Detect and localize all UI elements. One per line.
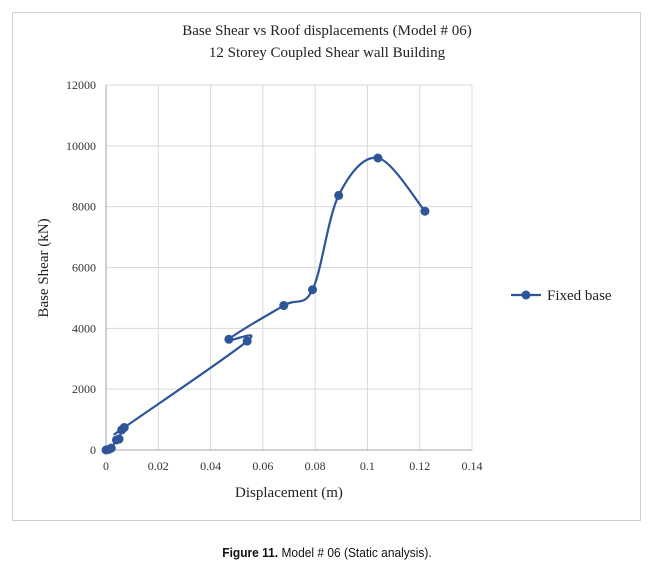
data-point bbox=[420, 206, 430, 216]
chart-subtitle: 12 Storey Coupled Shear wall Building bbox=[208, 45, 446, 61]
y-tick-label: 8000 bbox=[72, 200, 96, 214]
y-tick-labels: 0 2000 4000 6000 8000 10000 12000 bbox=[66, 78, 96, 457]
x-tick-label: 0.02 bbox=[148, 459, 169, 473]
caption-label: Figure 11. bbox=[222, 545, 279, 560]
x-tick-labels: 0 0.02 0.04 0.06 0.08 0.1 0.12 0.14 bbox=[103, 459, 483, 473]
data-point bbox=[224, 334, 234, 344]
chart-title: Base Shear vs Roof displacements (Model … bbox=[182, 23, 472, 39]
x-tick-label: 0.06 bbox=[252, 459, 273, 473]
x-axis-label: Displacement (m) bbox=[235, 485, 343, 501]
data-point bbox=[114, 434, 124, 444]
y-tick-label: 6000 bbox=[72, 261, 96, 275]
data-point bbox=[106, 443, 116, 453]
series-points bbox=[101, 153, 430, 455]
x-tick-label: 0.14 bbox=[462, 459, 483, 473]
x-tick-label: 0 bbox=[103, 459, 109, 473]
data-point bbox=[373, 153, 383, 163]
x-tick-label: 0.04 bbox=[200, 459, 221, 473]
data-point bbox=[242, 336, 252, 346]
data-point bbox=[119, 422, 129, 432]
series-line-fixed-base bbox=[105, 156, 426, 452]
y-tick-label: 4000 bbox=[72, 321, 96, 335]
figure-caption: Figure 11. Model # 06 (Static analysis). bbox=[26, 545, 628, 560]
legend: Fixed base bbox=[511, 288, 612, 304]
data-point bbox=[308, 285, 318, 295]
y-tick-label: 12000 bbox=[66, 78, 96, 92]
data-point bbox=[279, 301, 289, 311]
x-tick-label: 0.12 bbox=[409, 459, 430, 473]
legend-label: Fixed base bbox=[547, 288, 612, 304]
x-tick-label: 0.1 bbox=[360, 459, 375, 473]
x-tick-label: 0.08 bbox=[305, 459, 326, 473]
y-tick-label: 2000 bbox=[72, 382, 96, 396]
grid-lines bbox=[105, 84, 473, 451]
y-axis-label: Base Shear (kN) bbox=[36, 218, 52, 317]
y-tick-label: 0 bbox=[90, 443, 96, 457]
y-tick-label: 10000 bbox=[66, 139, 96, 153]
legend-marker bbox=[521, 290, 531, 300]
caption-text: Model # 06 (Static analysis). bbox=[278, 545, 432, 560]
data-point bbox=[334, 190, 344, 200]
